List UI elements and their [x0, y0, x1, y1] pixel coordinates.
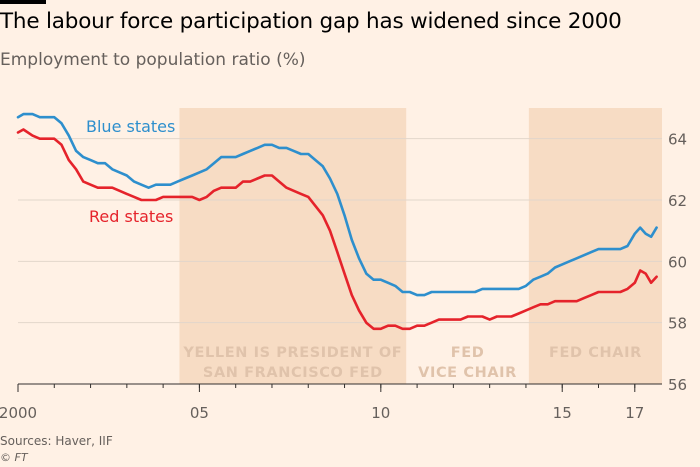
period-label-2: FED CHAIR [549, 345, 642, 361]
x-tick-label: 10 [371, 404, 390, 422]
credit-note: © FT [0, 451, 28, 464]
source-note: Sources: Haver, IIF [0, 434, 113, 448]
y-tick-label: 64 [668, 131, 687, 149]
x-tick-label: 2000 [0, 404, 37, 422]
y-tick-label: 56 [668, 376, 687, 394]
series-line-blue-states [16, 112, 658, 297]
series-line-red-states [16, 128, 658, 331]
shaded-period-2 [528, 108, 662, 384]
x-tick-label: 15 [553, 404, 572, 422]
shaded-period-0 [179, 108, 407, 384]
period-label-1: FED VICE CHAIR [418, 345, 517, 381]
period-label-line: YELLEN IS PRESIDENT OF [182, 345, 402, 361]
brand-bar [0, 0, 46, 4]
x-tick-label: 17 [625, 404, 644, 422]
y-tick-label: 60 [668, 253, 687, 271]
chart-subtitle: Employment to population ratio (%) [0, 50, 306, 70]
x-tick-label: 05 [190, 404, 209, 422]
series-label-blue-states: Blue states [86, 117, 175, 136]
series-label-red-states: Red states [89, 207, 173, 226]
chart-title: The labour force participation gap has w… [0, 9, 622, 34]
period-label-line: SAN FRANCISCO FED [203, 365, 383, 381]
period-label-line: VICE CHAIR [418, 365, 517, 381]
period-label-line: FED CHAIR [549, 345, 642, 361]
period-label-line: FED [451, 345, 485, 361]
period-label-0: YELLEN IS PRESIDENT OF SAN FRANCISCO FED [182, 345, 402, 381]
y-tick-label: 62 [668, 192, 687, 210]
y-tick-label: 58 [668, 315, 687, 333]
